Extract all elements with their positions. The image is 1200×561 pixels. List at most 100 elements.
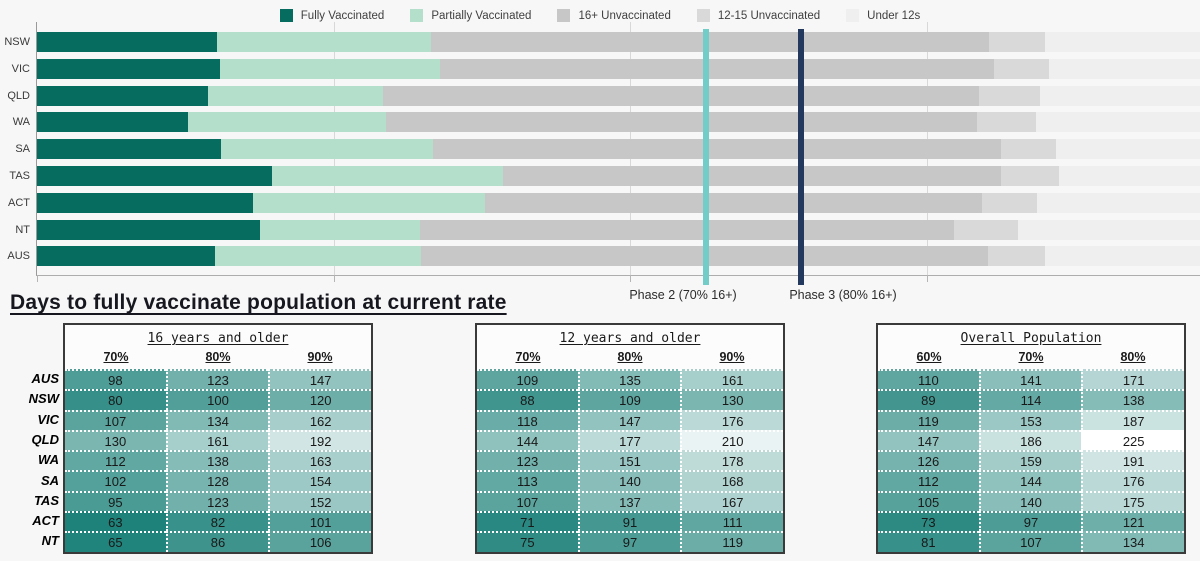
table-row-nsw: 88 109 130: [477, 389, 784, 410]
cell-wa-90: 163: [268, 450, 372, 471]
bar-vic-seg-16-unvaccinated[interactable]: [440, 58, 995, 79]
cell-sa-60: 112: [878, 470, 979, 491]
bar-qld-seg-16-unvaccinated[interactable]: [383, 85, 979, 106]
legend-label: Partially Vaccinated: [431, 9, 532, 22]
cell-qld-80: 177: [577, 429, 681, 451]
legend-item-partially-vaccinated[interactable]: Partially Vaccinated: [410, 9, 531, 22]
table-row-qld: 147 186 225: [878, 429, 1185, 451]
table-row-vic: 107 134 162: [65, 409, 372, 430]
bar-tas-seg-partially-vaccinated[interactable]: [271, 166, 504, 186]
bar-nt-seg-16-unvaccinated[interactable]: [420, 219, 954, 240]
bar-wa[interactable]: [37, 112, 1200, 133]
bar-tas-seg-12-15-unvaccinated[interactable]: [1001, 166, 1060, 186]
cell-nt-70: 107: [978, 531, 1082, 552]
column-header-text: 90%: [307, 350, 333, 364]
axis-label-tas: TAS: [9, 170, 30, 182]
phase2-label: Phase 2 (70% 16+): [629, 288, 737, 302]
bar-act-seg-under-12s[interactable]: [1036, 192, 1200, 213]
table-row-nt: 75 97 119: [477, 531, 784, 552]
bar-qld-seg-12-15-unvaccinated[interactable]: [978, 85, 1041, 106]
bar-tas-seg-16-unvaccinated[interactable]: [503, 166, 1002, 186]
bar-vic-seg-fully-vaccinated[interactable]: [37, 58, 220, 79]
legend-item-16-unvaccinated[interactable]: 16+ Unvaccinated: [557, 9, 671, 22]
table-title-text: Overall Population: [960, 331, 1102, 346]
chart-legend: Fully Vaccinated Partially Vaccinated 16+ …: [0, 9, 1200, 22]
bar-wa-seg-partially-vaccinated[interactable]: [187, 112, 386, 133]
bar-nsw-seg-partially-vaccinated[interactable]: [217, 32, 431, 52]
cell-vic-60: 119: [878, 409, 979, 430]
legend-item-under-12s[interactable]: Under 12s: [846, 9, 920, 22]
table-row-qld: 130 161 192: [65, 429, 372, 451]
legend-swatch-under-12s-icon: [846, 9, 860, 22]
bar-nsw-seg-under-12s[interactable]: [1045, 32, 1200, 52]
table-row-vic: 118 147 176: [477, 409, 784, 430]
bar-qld-seg-partially-vaccinated[interactable]: [207, 85, 384, 106]
bar-nt-seg-under-12s[interactable]: [1017, 219, 1200, 240]
bar-vic[interactable]: [37, 58, 1200, 79]
bar-nt-seg-12-15-unvaccinated[interactable]: [953, 219, 1018, 240]
bar-nt[interactable]: [37, 219, 1200, 240]
bar-vic-seg-partially-vaccinated[interactable]: [219, 58, 441, 79]
bar-nt-seg-fully-vaccinated[interactable]: [37, 219, 260, 240]
bar-tas[interactable]: [37, 166, 1200, 186]
bar-wa-seg-fully-vaccinated[interactable]: [37, 112, 188, 133]
legend-item-12-15-unvaccinated[interactable]: 12-15 Unvaccinated: [696, 9, 820, 22]
cell-qld-80: 161: [165, 429, 269, 451]
bar-nt-seg-partially-vaccinated[interactable]: [259, 219, 421, 240]
table-overall-population: Overall Population 60% 70% 80% 110 141 171 89 11…: [876, 323, 1186, 554]
bar-nsw-seg-12-15-unvaccinated[interactable]: [989, 32, 1046, 52]
phase3-line: [797, 29, 804, 285]
bar-nsw-seg-fully-vaccinated[interactable]: [37, 32, 218, 52]
bar-wa-seg-16-unvaccinated[interactable]: [385, 112, 978, 133]
legend-item-fully-vaccinated[interactable]: Fully Vaccinated: [279, 9, 384, 22]
bar-nsw-seg-16-unvaccinated[interactable]: [430, 32, 990, 52]
cell-qld-70: 130: [65, 429, 166, 451]
bar-wa-seg-under-12s[interactable]: [1035, 112, 1200, 133]
bar-aus-seg-partially-vaccinated[interactable]: [214, 246, 422, 267]
bar-act-seg-12-15-unvaccinated[interactable]: [982, 192, 1037, 213]
cell-nt-80: 134: [1081, 531, 1185, 552]
bar-sa-seg-16-unvaccinated[interactable]: [433, 139, 1002, 160]
cell-act-80: 82: [165, 511, 269, 532]
bar-aus-seg-under-12s[interactable]: [1045, 246, 1200, 267]
phase3-label: Phase 3 (80% 16+): [789, 288, 897, 302]
bar-tas-seg-under-12s[interactable]: [1059, 166, 1200, 186]
axis-label-vic: VIC: [11, 62, 30, 75]
bar-qld-seg-fully-vaccinated[interactable]: [37, 85, 208, 106]
bar-sa[interactable]: [37, 139, 1200, 160]
table-row-wa: 123 151 178: [477, 450, 784, 471]
bar-vic-seg-12-15-unvaccinated[interactable]: [994, 58, 1049, 79]
bar-wa-seg-12-15-unvaccinated[interactable]: [977, 112, 1036, 133]
table-row-wa: 112 138 163: [65, 450, 372, 471]
cell-qld-80: 225: [1081, 429, 1185, 451]
bar-tas-seg-fully-vaccinated[interactable]: [37, 166, 272, 186]
bar-sa-seg-12-15-unvaccinated[interactable]: [1001, 139, 1056, 160]
bar-sa-seg-under-12s[interactable]: [1055, 139, 1200, 160]
axis-tick-0: [37, 275, 38, 282]
cell-sa-70: 102: [65, 470, 166, 491]
column-header-90: 90%: [269, 350, 371, 369]
table-row-sa: 102 128 154: [65, 470, 372, 491]
table-row-sa: 112 144 176: [878, 470, 1185, 491]
bar-sa-seg-fully-vaccinated[interactable]: [37, 139, 221, 160]
bar-vic-seg-under-12s[interactable]: [1048, 58, 1200, 79]
column-header-text: 70%: [103, 350, 129, 364]
bar-aus-seg-12-15-unvaccinated[interactable]: [988, 246, 1046, 267]
bar-qld-seg-under-12s[interactable]: [1040, 85, 1200, 106]
bar-aus[interactable]: [37, 246, 1200, 267]
cell-vic-90: 176: [680, 409, 784, 430]
bar-act-seg-partially-vaccinated[interactable]: [252, 192, 486, 213]
cell-vic-80: 134: [165, 409, 269, 430]
bar-act-seg-fully-vaccinated[interactable]: [37, 192, 253, 213]
bar-nsw[interactable]: [37, 32, 1200, 52]
bar-sa-seg-partially-vaccinated[interactable]: [220, 139, 434, 160]
bar-act-seg-16-unvaccinated[interactable]: [485, 192, 983, 213]
stacked-bar-plot: [36, 22, 1200, 285]
cell-nsw-70: 80: [65, 389, 166, 410]
table-title-16-years-and-older: 16 years and older: [65, 325, 371, 350]
cell-vic-90: 162: [268, 409, 372, 430]
column-header-80: 80%: [579, 350, 681, 369]
bar-aus-seg-fully-vaccinated[interactable]: [37, 246, 215, 267]
bar-act[interactable]: [37, 192, 1200, 213]
bar-qld[interactable]: [37, 85, 1200, 106]
